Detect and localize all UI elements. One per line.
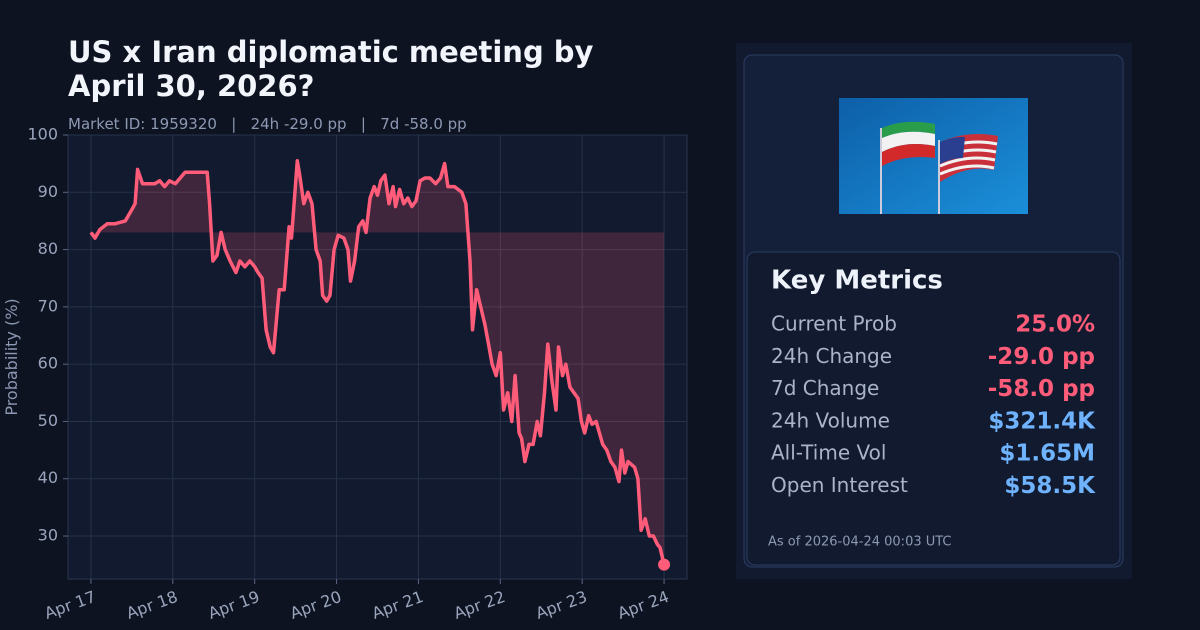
y-tick-label: 60 (38, 354, 58, 373)
plot-area (67, 134, 688, 580)
metrics-title: Key Metrics (771, 266, 943, 296)
y-tick-label: 80 (38, 239, 58, 258)
metric-value: $321.4K (988, 408, 1096, 434)
y-tick-label: 100 (27, 125, 58, 144)
flags-image (839, 98, 1028, 214)
metric-value: -29.0 pp (988, 344, 1095, 370)
metric-value: $1.65M (999, 441, 1095, 467)
y-tick-label: 70 (38, 296, 58, 315)
metrics-box (746, 251, 1121, 566)
end-marker (658, 558, 671, 571)
metric-value: -58.0 pp (988, 376, 1095, 402)
chart-title: US x Iran diplomatic meeting by April 30… (68, 35, 594, 103)
metric-label: All-Time Vol (771, 441, 886, 465)
y-tick-label: 50 (38, 411, 58, 430)
metric-label: 24h Volume (771, 408, 890, 432)
metric-value: 25.0% (1015, 312, 1095, 338)
metric-value: $58.5K (1004, 473, 1096, 499)
line (89, 159, 666, 566)
y-tick-label: 30 (38, 526, 58, 545)
y-axis-label: Probability (%) (2, 298, 21, 415)
subtitle: Market ID: 1959320 | 24h -29.0 pp | 7d -… (68, 115, 467, 133)
y-tick-label: 40 (38, 468, 58, 487)
metric-label: 24h Change (771, 344, 892, 368)
area-fill (90, 160, 665, 565)
y-tick-label: 90 (38, 182, 58, 201)
timestamp: As of 2026-04-24 00:03 UTC (768, 535, 952, 550)
metric-label: Current Prob (771, 312, 897, 336)
metric-label: Open Interest (771, 473, 908, 497)
metric-label: 7d Change (771, 376, 879, 400)
